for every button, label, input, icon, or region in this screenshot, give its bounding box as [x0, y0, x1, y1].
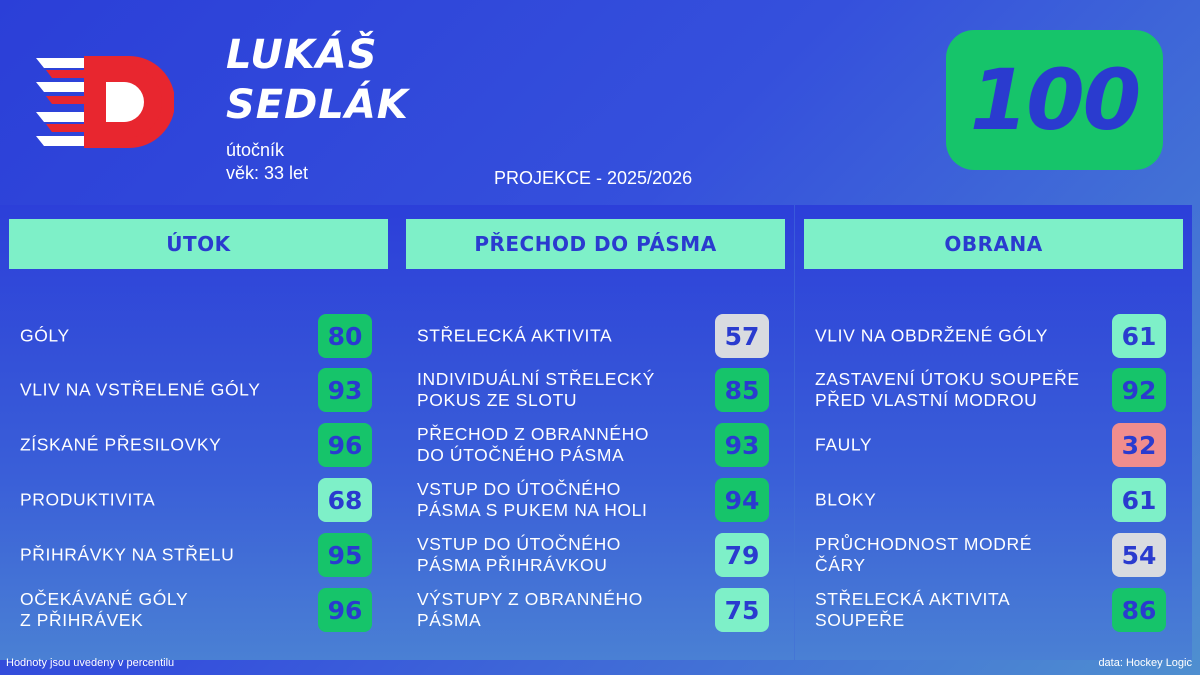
stat-label: PRŮCHODNOST MODRÉ ČÁRY	[815, 534, 1032, 575]
stat-percentile-badge: 54	[1112, 533, 1166, 577]
stat-row: STŘELECKÁ AKTIVITA SOUPEŘE 86	[795, 585, 1192, 635]
stat-label: ZASTAVENÍ ÚTOKU SOUPEŘE PŘED VLASTNÍ MOD…	[815, 369, 1080, 410]
stat-label: PŘIHRÁVKY NA STŘELU	[20, 544, 235, 565]
player-last-name: SEDLÁK	[226, 82, 409, 128]
stat-row: VLIV NA VSTŘELENÉ GÓLY 93	[0, 365, 397, 415]
stat-row: ZASTAVENÍ ÚTOKU SOUPEŘE PŘED VLASTNÍ MOD…	[795, 365, 1192, 415]
stat-label: VSTUP DO ÚTOČNÉHO PÁSMA PŘIHRÁVKOU	[417, 534, 622, 575]
stat-percentile-badge: 86	[1112, 588, 1166, 632]
stat-label: OČEKÁVANÉ GÓLY Z PŘIHRÁVEK	[20, 589, 189, 630]
stat-percentile-badge: 85	[715, 368, 769, 412]
panel-title: PŘECHOD DO PÁSMA	[406, 219, 785, 269]
panel-3: OBRANA VLIV NA OBDRŽENÉ GÓLY 61 ZASTAVENÍ Ú…	[795, 205, 1192, 660]
stat-label: PRODUKTIVITA	[20, 489, 156, 510]
stat-row: GÓLY 80	[0, 311, 397, 361]
stat-label: ZÍSKANÉ PŘESILOVKY	[20, 434, 222, 455]
stat-row: INDIVIDUÁLNÍ STŘELECKÝ POKUS ZE SLOTU 85	[397, 365, 794, 415]
team-logo	[36, 56, 174, 148]
stat-row: PŘECHOD Z OBRANNÉHO DO ÚTOČNÉHO PÁSMA 93	[397, 420, 794, 470]
player-age: věk: 33 let	[226, 163, 309, 183]
stat-row: FAULY 32	[795, 420, 1192, 470]
stat-label: VÝSTUPY Z OBRANNÉHO PÁSMA	[417, 589, 643, 630]
stat-percentile-badge: 94	[715, 478, 769, 522]
stat-percentile-badge: 92	[1112, 368, 1166, 412]
stat-percentile-badge: 93	[318, 368, 372, 412]
footer-source: data: Hockey Logic	[1098, 657, 1192, 669]
stat-percentile-badge: 61	[1112, 478, 1166, 522]
stat-label: BLOKY	[815, 489, 877, 510]
stat-row: STŘELECKÁ AKTIVITA 57	[397, 311, 794, 361]
stat-percentile-badge: 57	[715, 314, 769, 358]
overall-rating-badge: 100	[946, 30, 1163, 170]
stat-label: FAULY	[815, 434, 873, 455]
stat-percentile-badge: 32	[1112, 423, 1166, 467]
stat-percentile-badge: 75	[715, 588, 769, 632]
stat-percentile-badge: 79	[715, 533, 769, 577]
stat-percentile-badge: 68	[318, 478, 372, 522]
stat-percentile-badge: 93	[715, 423, 769, 467]
stat-label: INDIVIDUÁLNÍ STŘELECKÝ POKUS ZE SLOTU	[417, 369, 655, 410]
stat-row: VSTUP DO ÚTOČNÉHO PÁSMA S PUKEM NA HOLI 9…	[397, 475, 794, 525]
stat-percentile-badge: 80	[318, 314, 372, 358]
stat-row: VÝSTUPY Z OBRANNÉHO PÁSMA 75	[397, 585, 794, 635]
player-position: útočník	[226, 140, 285, 160]
stat-label: PŘECHOD Z OBRANNÉHO DO ÚTOČNÉHO PÁSMA	[417, 424, 650, 465]
stat-row: VLIV NA OBDRŽENÉ GÓLY 61	[795, 311, 1192, 361]
player-first-name: LUKÁŠ	[226, 32, 378, 78]
stat-label: STŘELECKÁ AKTIVITA SOUPEŘE	[815, 589, 1011, 630]
footer-note: Hodnoty jsou uvedeny v percentilu	[6, 657, 175, 669]
stat-label: STŘELECKÁ AKTIVITA	[417, 325, 613, 346]
stat-row: OČEKÁVANÉ GÓLY Z PŘIHRÁVEK 96	[0, 585, 397, 635]
panel-title: ÚTOK	[9, 219, 388, 269]
panel-2: PŘECHOD DO PÁSMA STŘELECKÁ AKTIVITA 57 INDI…	[397, 205, 794, 660]
stat-row: ZÍSKANÉ PŘESILOVKY 96	[0, 420, 397, 470]
stat-label: VSTUP DO ÚTOČNÉHO PÁSMA S PUKEM NA HOLI	[417, 479, 648, 520]
stat-row: VSTUP DO ÚTOČNÉHO PÁSMA PŘIHRÁVKOU 79	[397, 530, 794, 580]
stat-label: GÓLY	[20, 325, 70, 346]
stat-row: PRODUKTIVITA 68	[0, 475, 397, 525]
projection-season: PROJEKCE - 2025/2026	[494, 168, 693, 188]
stat-percentile-badge: 61	[1112, 314, 1166, 358]
stat-row: PŘIHRÁVKY NA STŘELU 95	[0, 530, 397, 580]
stat-row: PRŮCHODNOST MODRÉ ČÁRY 54	[795, 530, 1192, 580]
stat-percentile-badge: 96	[318, 423, 372, 467]
stat-label: VLIV NA OBDRŽENÉ GÓLY	[815, 325, 1049, 346]
panel-title: OBRANA	[804, 219, 1183, 269]
stat-row: BLOKY 61	[795, 475, 1192, 525]
stat-percentile-badge: 96	[318, 588, 372, 632]
stat-percentile-badge: 95	[318, 533, 372, 577]
stat-label: VLIV NA VSTŘELENÉ GÓLY	[20, 379, 261, 400]
panel-1: ÚTOK GÓLY 80 VLIV NA VSTŘELENÉ GÓLY 93 ZÍSKAN…	[0, 205, 397, 660]
